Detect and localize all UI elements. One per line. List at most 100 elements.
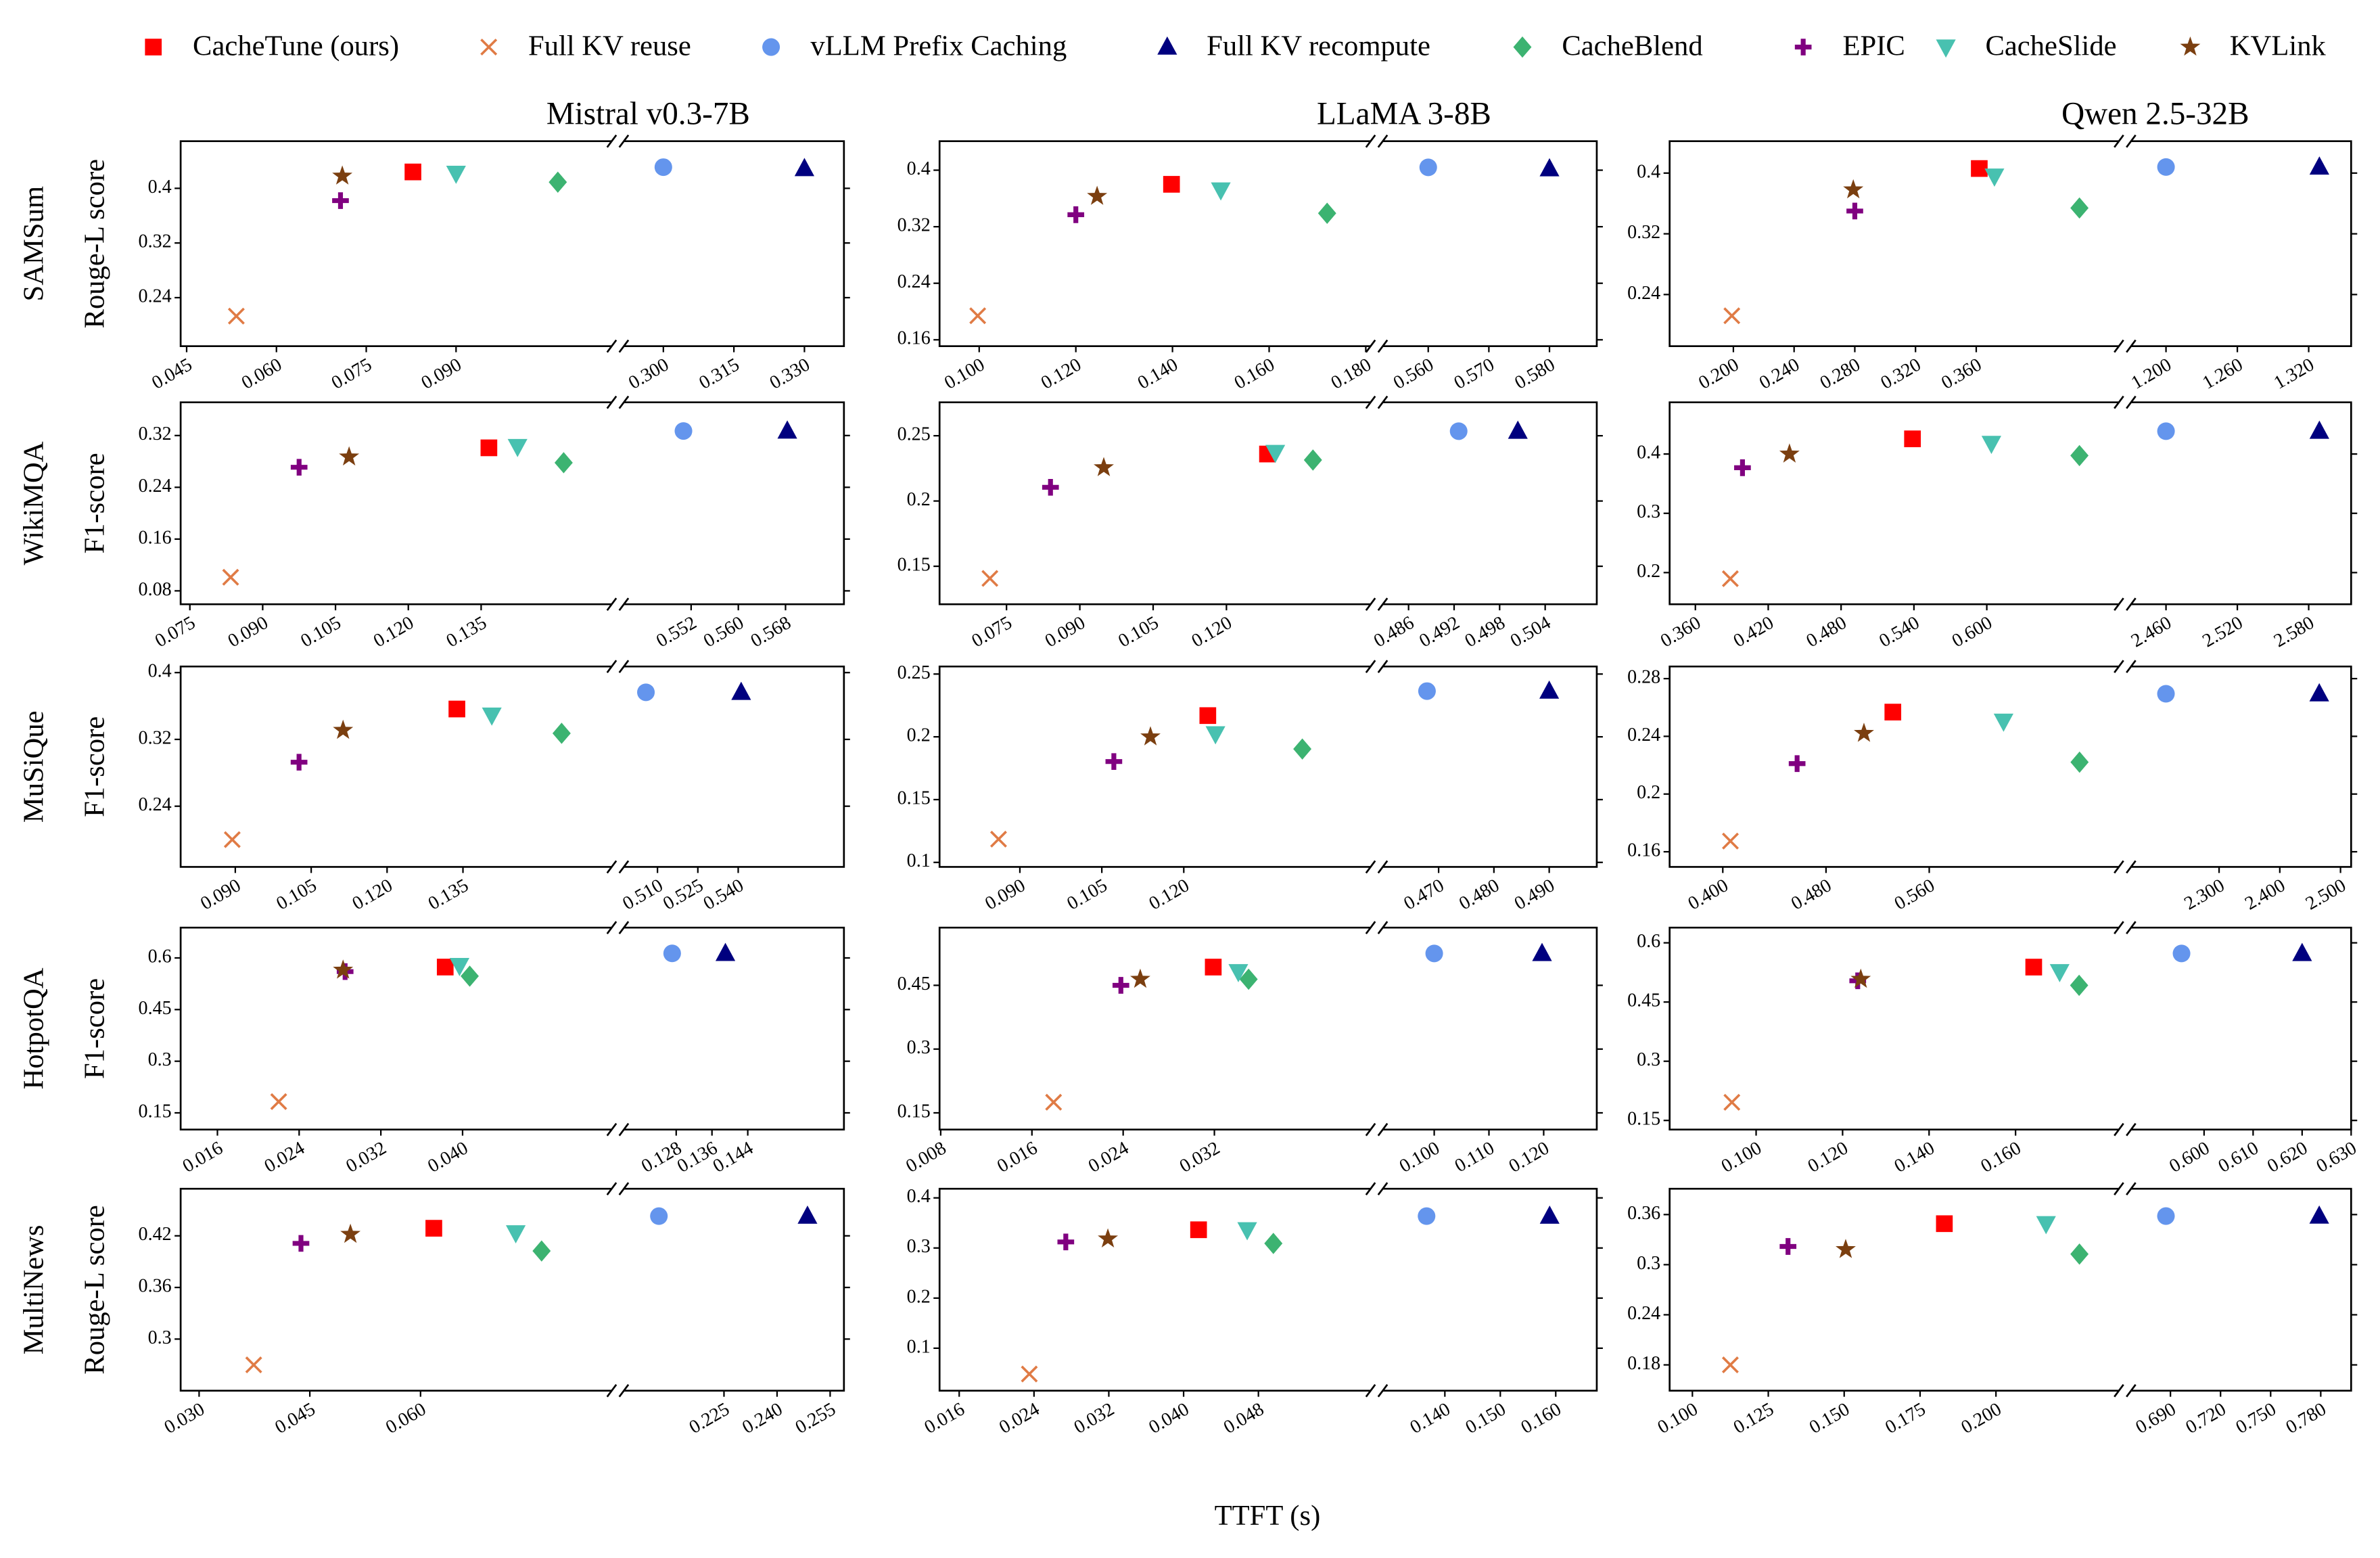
legend-marker [1513, 36, 1532, 58]
point [1317, 202, 1336, 224]
point [1239, 968, 1258, 990]
legend-label: Full KV reuse [528, 30, 691, 62]
panel: 0.42 0.36 0.3 0.030 0.045 0.060 0.225 0.240 0.25… [139, 1182, 850, 1438]
y-tick-label: 0.15 [897, 554, 931, 575]
x-tick-label: 0.140 [1134, 354, 1182, 393]
y-tick-label: 0.15 [897, 787, 931, 808]
point [2157, 422, 2175, 440]
x-tick-label: 0.100 [941, 354, 988, 393]
point [332, 165, 353, 185]
point [1199, 707, 1217, 725]
point [777, 420, 797, 439]
point [480, 439, 498, 457]
x-tick-label: 0.090 [981, 875, 1029, 914]
point [1098, 1228, 1119, 1247]
y-tick-label: 0.36 [1627, 1203, 1660, 1224]
x-tick-label: 0.016 [921, 1398, 969, 1438]
x-tick-label: 0.075 [969, 612, 1016, 651]
panel: 0.250.20.150.075 0.090 0.105 0.120 0.4860.49… [897, 395, 1603, 651]
x-tick-label: 0.060 [382, 1398, 429, 1438]
x-tick-label: 0.045 [148, 354, 195, 393]
point [1067, 206, 1085, 223]
x-tick-label: 0.090 [1042, 612, 1089, 651]
x-tick-label: 0.100 [1718, 1137, 1765, 1176]
row-label: MultiNews [18, 1225, 50, 1355]
axis-frame [1382, 665, 1598, 868]
x-tick-label: 0.120 [370, 612, 417, 651]
point [1904, 430, 1921, 448]
x-tick-label: 0.200 [1695, 354, 1742, 393]
point [1265, 444, 1286, 463]
x-tick-label: 0.470 [1400, 875, 1447, 914]
axis-break [606, 339, 617, 353]
point [1205, 959, 1222, 976]
point [446, 165, 466, 184]
x-tick-label: 0.750 [2233, 1398, 2280, 1438]
axis-break [618, 395, 630, 409]
point [1303, 449, 1322, 471]
point [1734, 459, 1751, 476]
axis-break [1365, 339, 1376, 353]
y-tick-label: 0.45 [1627, 990, 1660, 1011]
point [339, 446, 360, 466]
axis-break [2114, 134, 2124, 148]
panel: 0.4 0.3 0.2 0.360 0.420 0.480 0.540 0.600 2.460 2… [1637, 395, 2358, 651]
point [794, 158, 815, 177]
y-tick-label: 0.24 [1627, 725, 1660, 746]
legend-marker [1794, 39, 1812, 55]
x-tick-label: 0.510 [619, 875, 666, 914]
point [1539, 158, 1560, 177]
x-tick-label: 0.160 [1231, 354, 1278, 393]
point [1418, 682, 1436, 700]
axis-frame [1669, 926, 2119, 1131]
y-tick-label: 0.32 [897, 215, 931, 236]
axis-break [618, 1122, 630, 1137]
legend-marker [145, 39, 162, 55]
x-tick-label: 0.360 [1657, 612, 1704, 651]
y-tick-label: 0.32 [139, 423, 172, 444]
x-tick-label: 0.486 [1370, 612, 1418, 651]
axis-frame [624, 1187, 845, 1392]
legend-label: CacheSlide [1985, 30, 2116, 62]
y-tick-label: 0.3 [907, 1037, 931, 1058]
point [2157, 1207, 2175, 1225]
x-tick-label: 0.540 [700, 875, 747, 914]
axis-break [2126, 1383, 2137, 1398]
x-tick-label: 0.560 [1891, 875, 1938, 914]
x-tick-label: 0.600 [1949, 612, 1996, 651]
axis-break [1365, 597, 1376, 611]
legend-marker [480, 39, 498, 56]
x-tick-label: 0.140 [1407, 1398, 1454, 1438]
axis-break [2114, 597, 2124, 611]
y-axis-label: F1-score [78, 716, 110, 817]
axis-break [2114, 395, 2124, 409]
point [2309, 683, 2329, 702]
panel: 0.45 0.3 0.15 0.008 0.016 0.024 0.032 0.100 0.11… [897, 921, 1603, 1177]
x-tick-label: 0.120 [1188, 612, 1236, 651]
panel: 0.4 0.32 0.24 0.045 0.060 0.075 0.090 0.300 0.31… [139, 134, 850, 394]
y-axis-label: F1-score [78, 453, 110, 553]
point [2309, 156, 2329, 175]
x-tick-label: 0.110 [1451, 1137, 1498, 1176]
point [1228, 964, 1249, 983]
y-tick-label: 0.16 [1627, 840, 1660, 861]
point [1971, 160, 1988, 177]
point [1984, 168, 2005, 187]
axis-frame [1382, 926, 1598, 1131]
x-tick-label: 0.560 [1390, 354, 1437, 393]
point [507, 438, 528, 457]
point [332, 192, 349, 209]
point [1836, 1239, 1856, 1258]
axis-break [618, 921, 630, 934]
axis-frame [179, 401, 612, 605]
point [2172, 944, 2191, 963]
x-tick-label: 0.100 [1396, 1137, 1443, 1176]
point [448, 700, 465, 718]
x-tick-label: 0.480 [1788, 875, 1835, 914]
point [1163, 176, 1180, 193]
x-tick-label: 0.690 [2132, 1398, 2179, 1438]
x-tick-label: 0.240 [739, 1398, 786, 1438]
point [1779, 443, 1800, 463]
x-tick-label: 0.105 [297, 612, 344, 651]
